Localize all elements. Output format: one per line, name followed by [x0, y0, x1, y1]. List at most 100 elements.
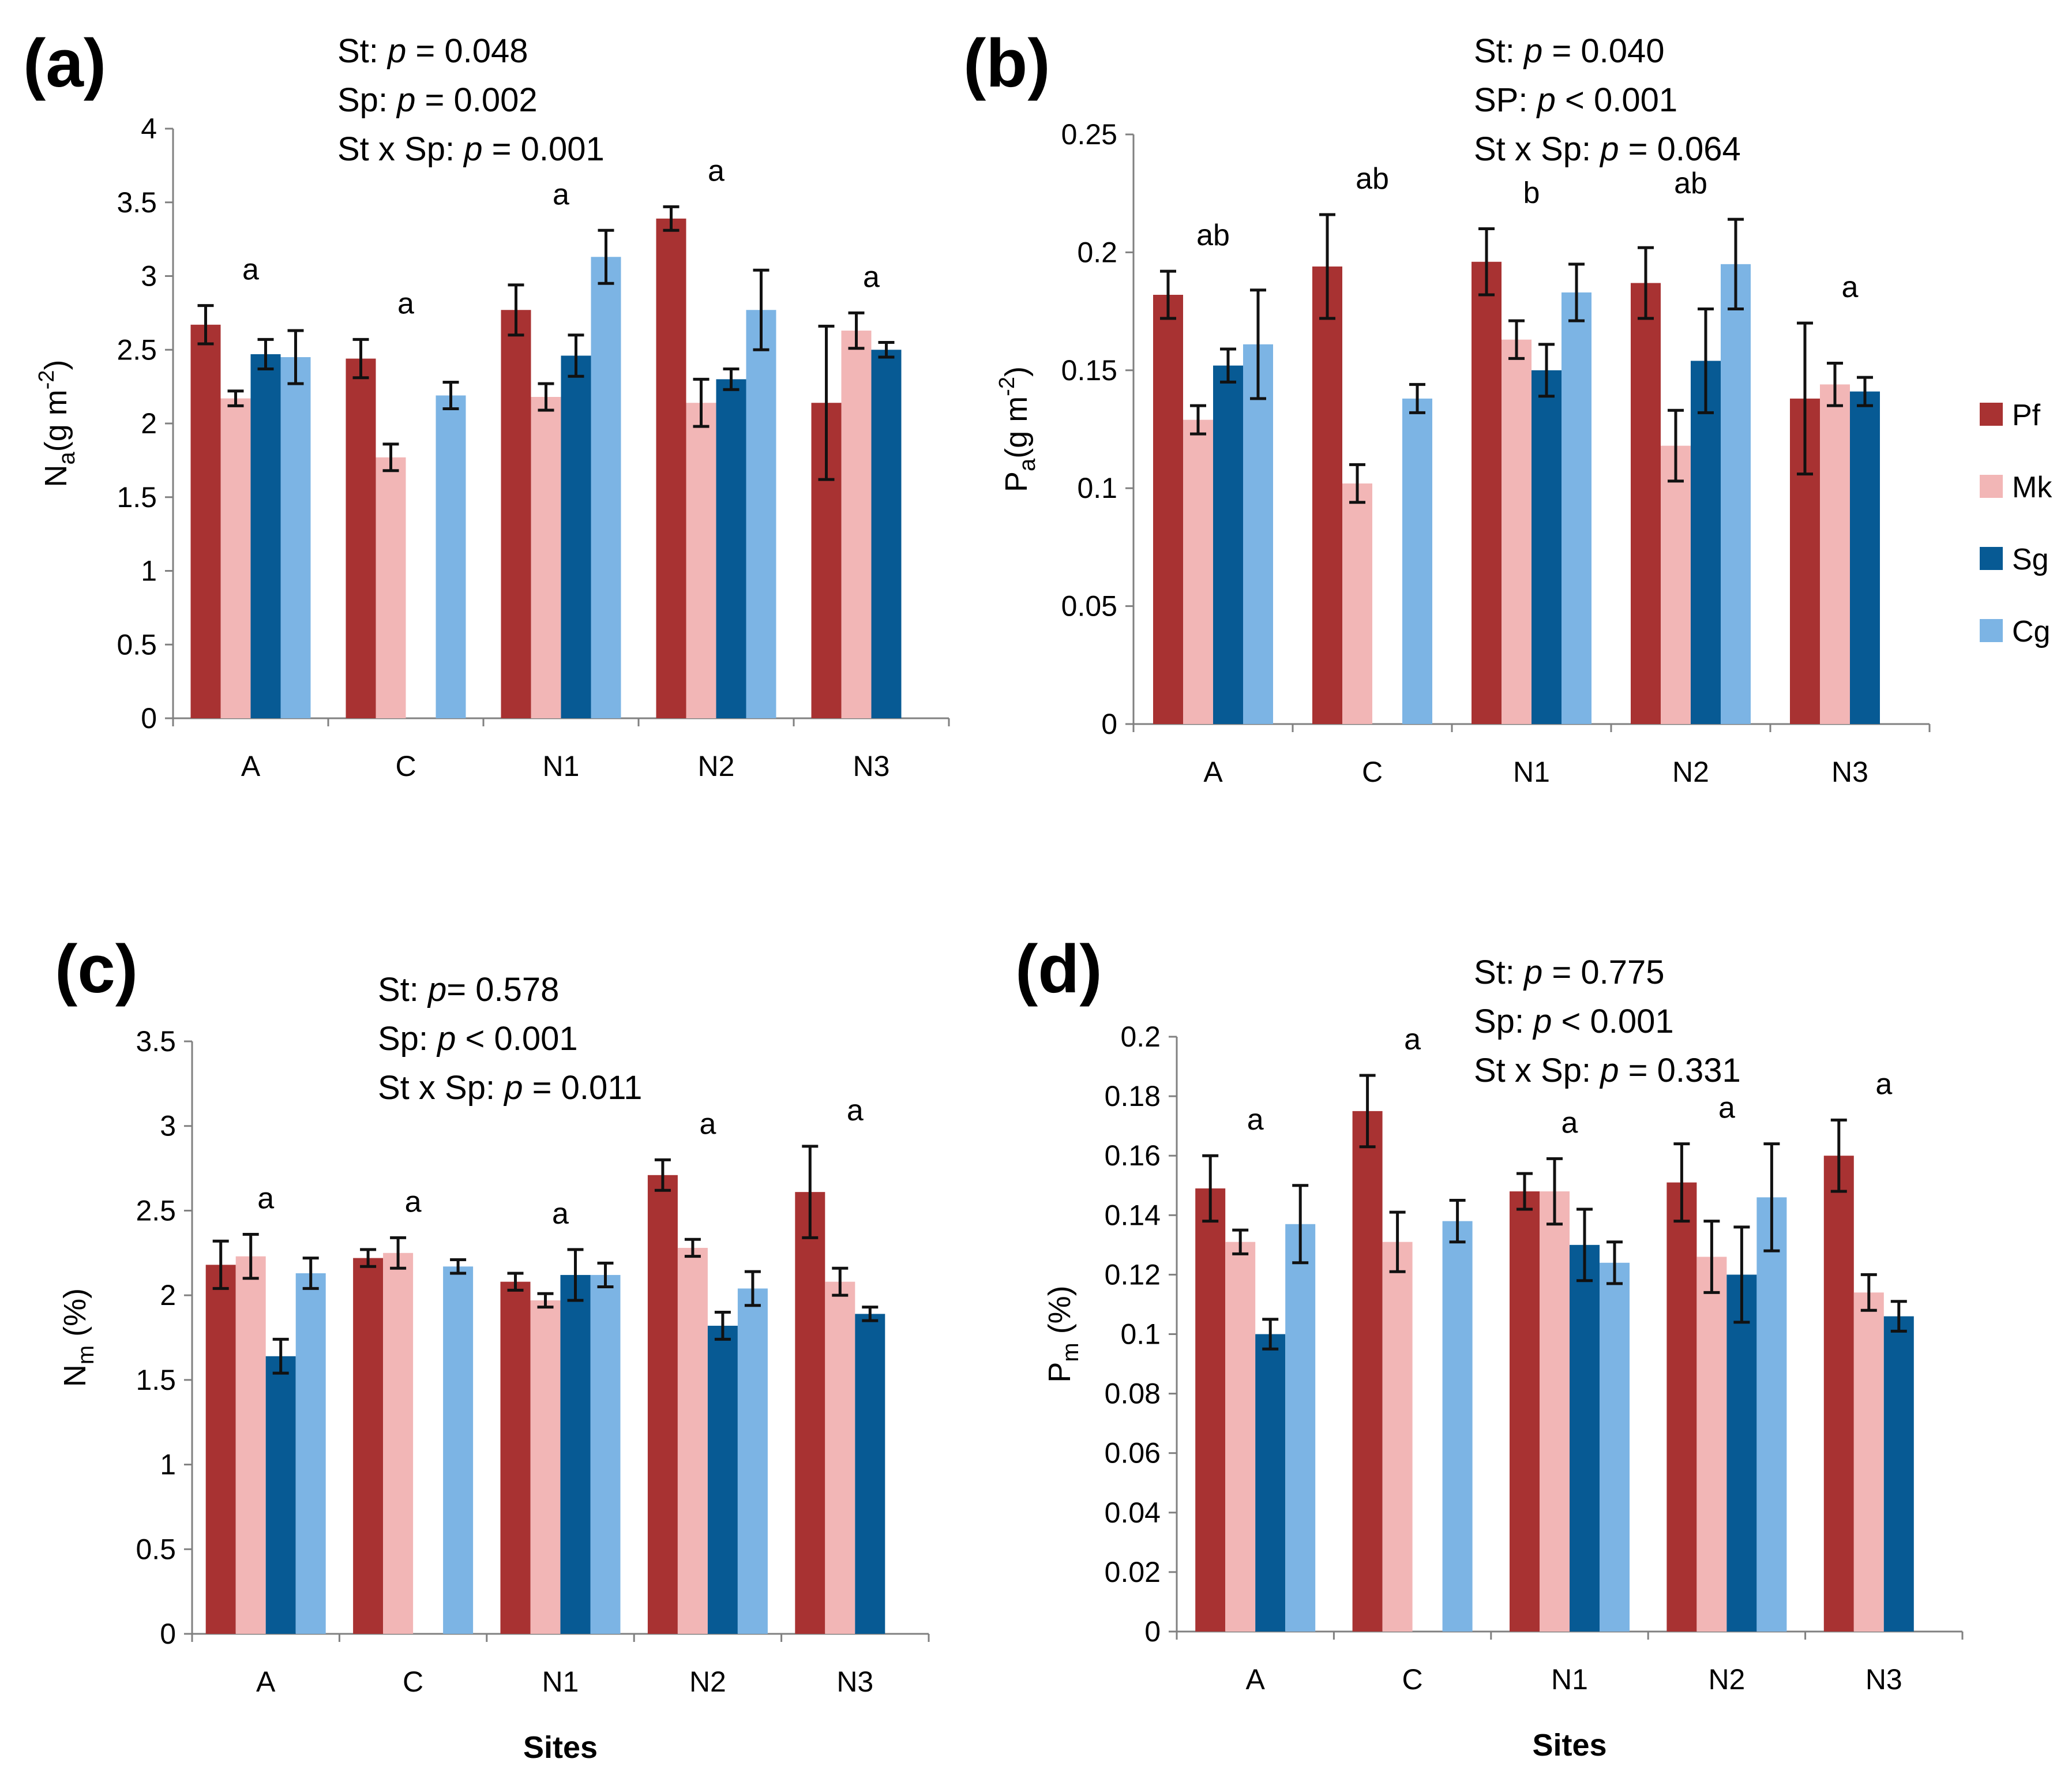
panel-1: (b) St: p = 0.040 SP: p < 0.001 St x Sp: p … — [963, 25, 1931, 788]
x-tick-label: N2 — [689, 1666, 726, 1698]
panel-label: (a) — [23, 25, 106, 102]
error-bar — [1232, 1228, 1249, 1255]
y-tick-label: 0.12 — [1105, 1258, 1161, 1291]
legend-swatch-Mk — [1980, 475, 2003, 498]
error-bar — [1830, 1118, 1847, 1193]
error-bar — [1797, 321, 1813, 476]
bar-Pf — [205, 1265, 236, 1634]
error-bar — [1292, 1184, 1309, 1265]
bar-Mk — [1853, 1292, 1884, 1632]
y-tick-label: 0.25 — [1061, 118, 1117, 151]
error-bar — [848, 311, 865, 350]
error-bar — [1449, 1199, 1466, 1244]
bar-Cg — [1721, 264, 1751, 725]
error-bar — [654, 1158, 671, 1192]
error-bar — [1733, 1225, 1750, 1324]
y-tick-label: 0.04 — [1105, 1497, 1161, 1529]
bar-Pf — [1631, 283, 1661, 724]
significance-letter: a — [1842, 271, 1859, 304]
y-tick-label: 0.2 — [1120, 1021, 1161, 1053]
bar-Pf — [1195, 1188, 1226, 1632]
y-tick-label: 4 — [141, 112, 157, 145]
error-bar — [1538, 343, 1555, 398]
x-tick-label: N3 — [853, 750, 890, 782]
bar-Mk — [1540, 1191, 1570, 1632]
x-tick-label: A — [1246, 1663, 1266, 1696]
error-bar — [197, 304, 214, 346]
panel-2: (c) St: p= 0.578 Sp: p < 0.001 St x Sp: p =… — [55, 931, 930, 1765]
bar-Pf — [1472, 261, 1502, 724]
bar-Pf — [353, 1258, 384, 1634]
x-tick-label: N1 — [542, 1666, 579, 1698]
bar-Cg — [1243, 344, 1273, 724]
bar-Sg — [707, 1325, 738, 1634]
x-tick-label: N1 — [1551, 1663, 1588, 1696]
error-bar — [212, 1239, 229, 1290]
panel-label: (d) — [1015, 931, 1102, 1007]
error-bar — [1262, 1318, 1279, 1351]
significance-letter: a — [847, 1094, 864, 1127]
stat-line: St x Sp: p = 0.001 — [337, 130, 605, 168]
legend-label-Pf: Pf — [2012, 399, 2041, 432]
bar-Mk — [531, 397, 561, 718]
error-bar — [1220, 347, 1236, 384]
error-bar — [352, 337, 369, 380]
significance-letter: a — [405, 1185, 422, 1218]
significance-letter: a — [1404, 1023, 1421, 1056]
significance-letter: a — [1718, 1092, 1735, 1125]
bar-Sg — [716, 379, 746, 718]
panel-label: (b) — [963, 25, 1050, 102]
error-bar — [1827, 362, 1843, 407]
y-tick-label: 0.14 — [1105, 1199, 1161, 1231]
error-bar — [878, 340, 895, 359]
bar-Pf — [501, 310, 531, 718]
error-bar — [1673, 1142, 1690, 1223]
error-bar — [1703, 1220, 1720, 1294]
y-tick-label: 3 — [141, 260, 157, 292]
bar-Cg — [1402, 398, 1432, 724]
stat-line: SP: p < 0.001 — [1474, 81, 1677, 119]
error-bar — [1349, 463, 1365, 504]
bar-Pf — [795, 1192, 825, 1634]
error-bar — [1857, 376, 1873, 407]
error-bar — [1890, 1300, 1907, 1333]
y-tick-label: 0.2 — [1077, 236, 1117, 268]
bar-Pf — [1153, 294, 1183, 724]
error-bar — [818, 324, 835, 481]
bar-Sg — [1850, 391, 1880, 724]
x-axis-label: Sites — [1532, 1728, 1606, 1762]
error-bar — [507, 1272, 524, 1292]
x-tick-label: N3 — [1831, 756, 1868, 788]
error-bar — [1547, 1157, 1563, 1226]
significance-letter: ab — [1196, 219, 1230, 252]
x-tick-label: A — [256, 1666, 276, 1698]
error-bar — [1409, 382, 1425, 414]
y-axis-label: Pm (%) — [1042, 1285, 1083, 1382]
bar-Mk — [1661, 445, 1691, 724]
stat-line: St: p = 0.040 — [1474, 32, 1665, 70]
bar-Cg — [436, 395, 466, 718]
significance-letter: a — [397, 287, 414, 320]
bar-Mk — [376, 457, 406, 718]
y-tick-label: 0.5 — [136, 1533, 176, 1565]
error-bar — [862, 1306, 879, 1322]
y-tick-label: 0 — [160, 1618, 176, 1650]
error-bar — [1389, 1210, 1406, 1273]
bar-Mk — [686, 403, 716, 718]
error-bar — [714, 1310, 731, 1341]
bar-Sg — [1691, 361, 1721, 724]
bar-Sg — [1213, 365, 1243, 724]
error-bar — [1860, 1273, 1877, 1312]
bar-Mk — [1502, 339, 1532, 724]
x-tick-label: N1 — [543, 750, 580, 782]
significance-letter: b — [1523, 177, 1540, 210]
bar-Pf — [1823, 1156, 1854, 1632]
bar-Pf — [190, 324, 221, 718]
bar-Mk — [677, 1247, 708, 1634]
bar-Sg — [250, 354, 281, 718]
legend: Pf Mk Sg Cg — [1980, 399, 2052, 648]
error-bar — [1638, 246, 1654, 320]
significance-letter: a — [242, 253, 259, 287]
error-bar — [598, 228, 614, 285]
legend-swatch-Sg — [1980, 547, 2003, 570]
